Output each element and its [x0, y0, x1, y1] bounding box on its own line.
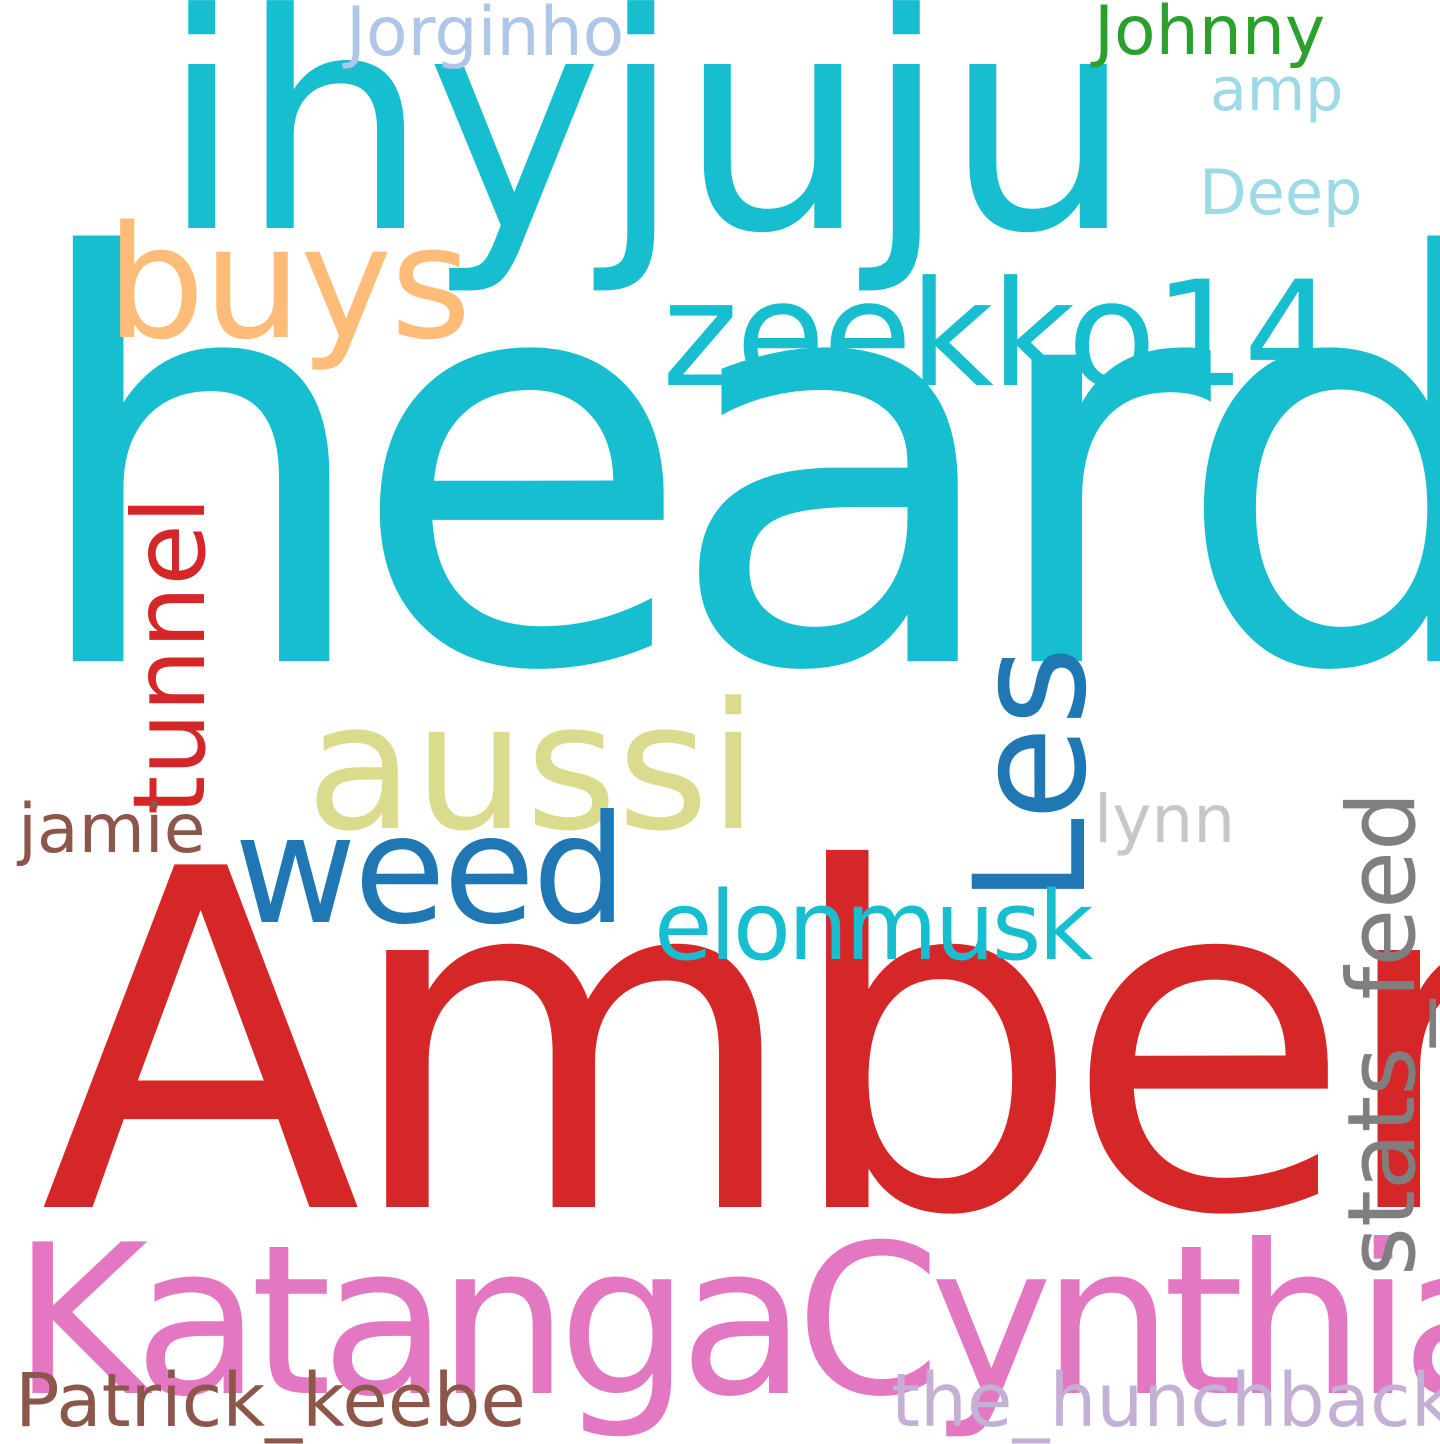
word-buys: buys	[106, 192, 471, 374]
word-lynn: lynn	[1094, 781, 1236, 858]
word-heard: heard	[22, 142, 1440, 794]
word-jamie: jamie	[18, 790, 206, 869]
word-amber: Amber	[40, 771, 1440, 1318]
word-the-hunchback: the_hunchback_	[891, 1358, 1440, 1444]
word-katangacynthia: KatangaCynthia	[12, 1201, 1440, 1443]
word-deep: Deep	[1199, 156, 1363, 229]
word-patrick-keebe: Patrick_keebe	[15, 1358, 526, 1444]
word-weed: weed	[234, 784, 627, 958]
word-ihyjuju: ihyjuju	[160, 0, 1134, 299]
word-zeekko14: zeekko14	[662, 250, 1336, 420]
word-elonmusk: elonmusk	[654, 872, 1093, 982]
word-aussi: aussi	[306, 665, 758, 870]
word-johnny: Johnny	[1094, 0, 1326, 71]
word-les: Les	[942, 645, 1121, 904]
word-tunnel: tunnel	[111, 496, 228, 815]
word-stats-feed: stats_feed	[1328, 791, 1437, 1276]
word-amp: amp	[1210, 55, 1344, 125]
word-jorginho: Jorginho	[346, 0, 625, 72]
